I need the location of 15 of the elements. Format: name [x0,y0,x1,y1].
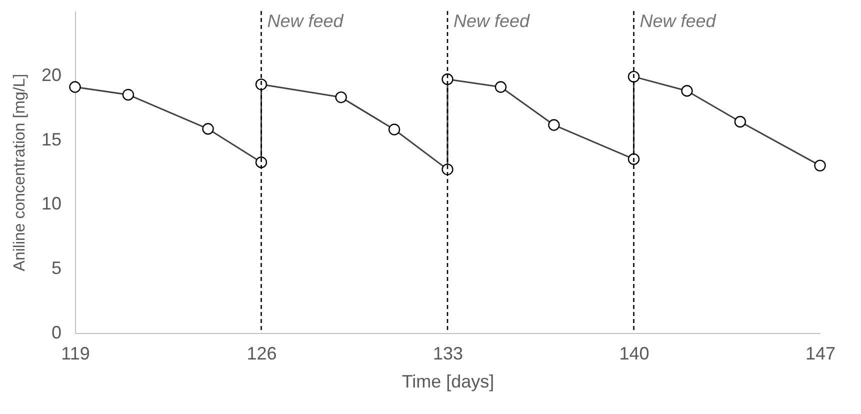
x-tick-label: 140 [619,344,650,364]
ref-line-label: New feed [640,11,717,31]
x-tick-label: 133 [432,344,464,364]
x-tick-label: 119 [61,344,90,364]
x-tick-label: 147 [805,344,836,364]
x-tick-label: 126 [246,344,277,364]
ref-line-label: New feed [267,11,344,31]
y-tick-label: 5 [51,258,62,278]
y-axis-title: Aniline concentration [mg/L] [11,74,28,272]
y-tick-label: 10 [41,194,62,214]
x-axis-title: Time [days] [402,372,494,392]
y-tick-label: 0 [51,322,62,342]
y-tick-label: 20 [41,64,62,85]
y-tick-label: 15 [41,129,62,150]
ref-line-label: New feed [454,11,531,31]
